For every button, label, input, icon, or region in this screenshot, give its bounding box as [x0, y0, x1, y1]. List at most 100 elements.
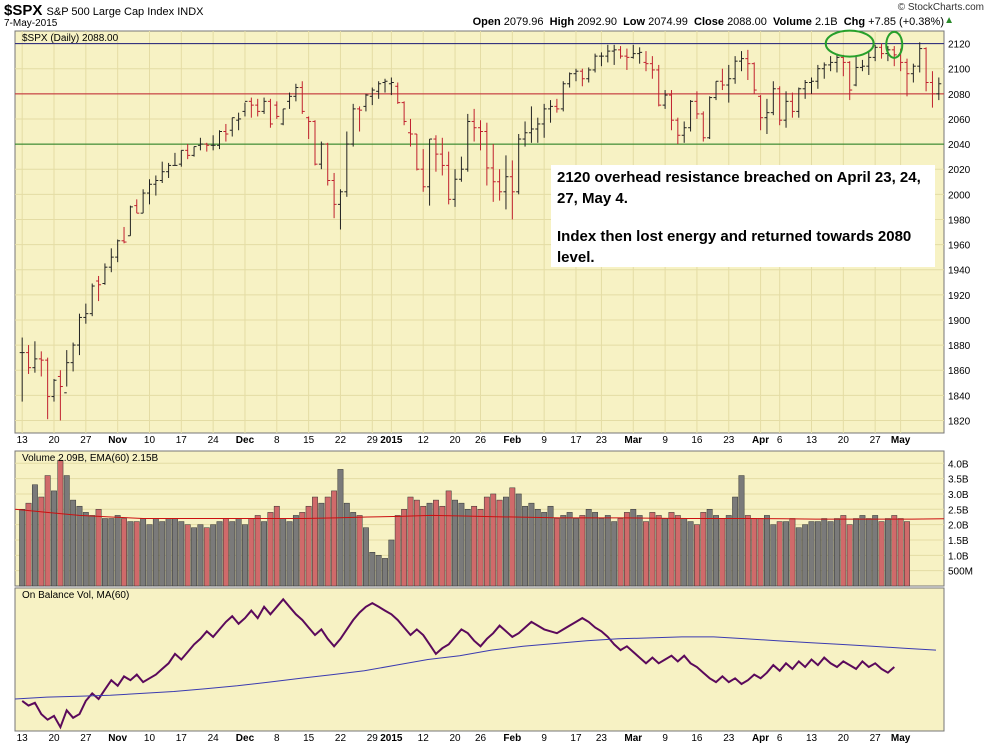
volume-bar: [38, 496, 45, 587]
ohlc-bar: [299, 81, 305, 114]
volume-bar: [350, 512, 357, 587]
ohlc-bar: [337, 189, 343, 230]
ohlc-bar: [637, 47, 643, 64]
ohlc-bar: [57, 370, 63, 421]
ohlc-bar: [255, 98, 261, 117]
date-label-bottom: 26: [475, 733, 487, 744]
ohlc-bar: [76, 313, 82, 356]
volume-bar: [751, 518, 758, 587]
ohlc-bar: [923, 47, 929, 92]
ohlc-bar: [344, 131, 350, 197]
volume-bar: [44, 475, 51, 587]
price-tick-label: 2100: [948, 65, 971, 76]
ohlc-bar: [121, 226, 127, 244]
date-label: 15: [303, 435, 315, 446]
volume-bar: [483, 496, 490, 587]
ohlc-bar: [579, 68, 585, 87]
date-label-bottom: 17: [176, 733, 188, 744]
date-label-bottom: 12: [418, 733, 430, 744]
ohlc-bar: [407, 118, 413, 147]
volume-bar: [318, 502, 325, 587]
ohlc-bar: [178, 149, 184, 167]
ohlc-bar: [261, 97, 267, 114]
ohlc-bar: [108, 248, 114, 273]
volume-bar: [725, 515, 732, 587]
volume-bar: [273, 505, 280, 587]
volume-bar: [292, 515, 299, 587]
ohlc-bar: [675, 117, 681, 145]
volume-bar: [70, 499, 77, 587]
date-label: 26: [475, 435, 487, 446]
volume-bar: [165, 518, 172, 587]
volume-tick-label: 3.5B: [948, 475, 969, 486]
volume-bar: [31, 484, 38, 587]
ohlc-bar: [484, 122, 490, 186]
ohlc-bar: [89, 283, 95, 317]
ohlc-bar: [83, 303, 89, 324]
price-tick-label: 1980: [948, 215, 971, 226]
ohlc-bar: [598, 52, 604, 67]
volume-bar: [655, 515, 662, 587]
ohlc-bar: [134, 199, 140, 214]
volume-bar: [401, 509, 408, 587]
ohlc-bar: [497, 169, 503, 201]
date-label-bottom: 23: [596, 733, 608, 744]
volume-bar: [331, 490, 338, 587]
volume-bar: [254, 515, 261, 587]
date-label: 17: [176, 435, 188, 446]
high-label: High: [549, 16, 575, 28]
obv-panel-title: On Balance Vol, MA(60): [22, 590, 129, 601]
date-label: 9: [662, 435, 668, 446]
volume-tick-label: 3.0B: [948, 490, 969, 501]
volume-bar: [203, 527, 210, 587]
ohlc-bar: [828, 56, 834, 72]
volume-bar: [458, 502, 465, 587]
price-tick-label: 1840: [948, 391, 971, 402]
volume-bar: [299, 512, 306, 587]
volume-bar: [102, 518, 108, 587]
ohlc-bar: [834, 53, 840, 73]
ohlc-bar: [325, 142, 331, 186]
symbol-title: $SPX S&P 500 Large Cap Index INDX: [4, 2, 204, 19]
volume-bar: [592, 512, 599, 587]
ohlc-bar: [26, 345, 32, 374]
ohlc-bar: [929, 71, 935, 108]
volume-bar: [674, 515, 681, 587]
date-label-bottom: 24: [208, 733, 220, 744]
ohlc-bar: [777, 86, 783, 126]
low-label: Low: [623, 16, 646, 28]
volume-bar: [229, 521, 236, 587]
date-label: 20: [838, 435, 850, 446]
volume-bar: [477, 509, 484, 587]
ohlc-bar: [853, 56, 859, 87]
ohlc-bar: [267, 98, 273, 128]
ohlc-bar: [936, 77, 942, 101]
volume-bar: [222, 518, 229, 587]
date-label: Nov: [108, 435, 127, 446]
volume-bar: [579, 515, 586, 587]
ohlc-bar: [700, 111, 706, 142]
ohlc-bar: [166, 162, 172, 178]
ohlc-bar: [433, 135, 439, 172]
volume-bar: [191, 527, 197, 587]
volume-bar: [152, 518, 159, 587]
volume-bar: [235, 518, 242, 587]
close-value: 2088.00: [727, 16, 767, 28]
ohlc-bar: [159, 161, 165, 184]
ohlc-bar: [452, 169, 458, 207]
ohlc-bar: [350, 103, 356, 147]
volume-bar: [528, 502, 535, 587]
volume-bar: [649, 512, 656, 587]
symbol-label: $SPX: [4, 2, 43, 19]
ohlc-bar: [51, 378, 57, 402]
low-value: 2074.99: [648, 16, 688, 28]
date-label-bottom: 15: [303, 733, 315, 744]
ohlc-bar: [554, 98, 560, 113]
volume-bar: [210, 524, 217, 587]
volume-bar: [261, 521, 267, 587]
obv-ma-line: [14, 636, 937, 700]
date-label-bottom: 13: [806, 733, 818, 744]
volume-bar: [617, 518, 624, 587]
volume-bar: [611, 521, 618, 587]
obv-panel: [14, 587, 945, 732]
